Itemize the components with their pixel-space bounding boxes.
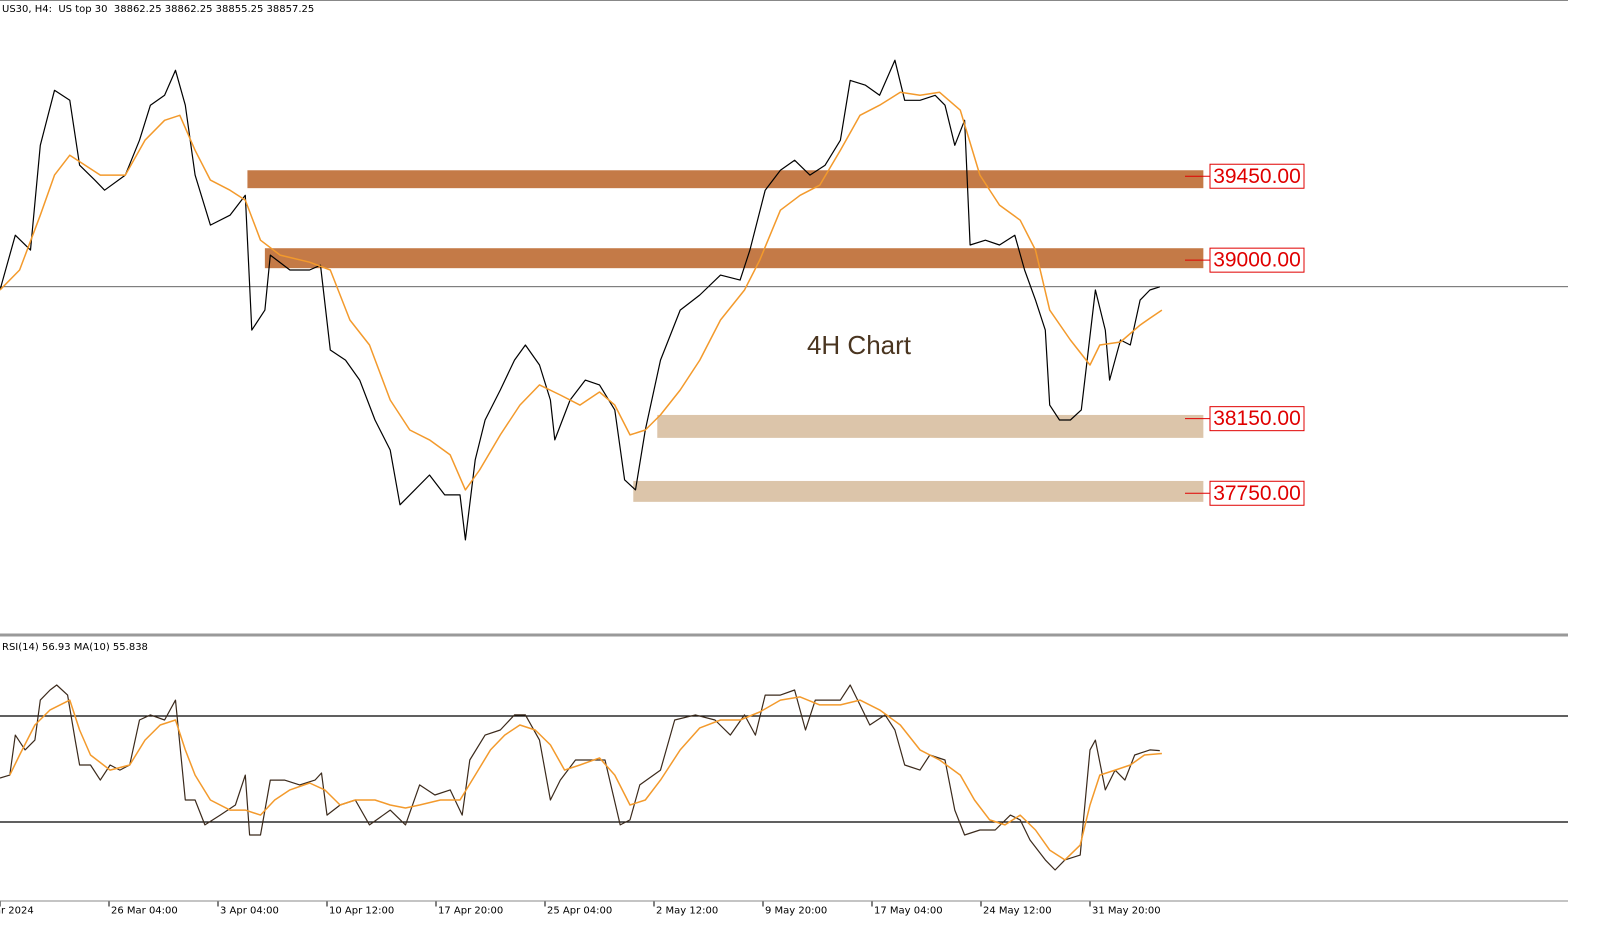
x-tick-label: 18 Mar 2024 bbox=[0, 906, 34, 917]
x-tick-label: 10 Apr 12:00 bbox=[329, 906, 394, 917]
series-line bbox=[0, 684, 1160, 871]
series-line bbox=[0, 59, 1160, 541]
x-tick-label: 17 May 04:00 bbox=[874, 906, 943, 917]
x-tick-label: 26 Mar 04:00 bbox=[111, 906, 178, 917]
chart-title: US30, H4: US top 30 38862.25 38862.25 38… bbox=[2, 4, 314, 15]
zone bbox=[657, 414, 1204, 438]
x-tick-label: 3 Apr 04:00 bbox=[220, 906, 279, 917]
x-tick-label: 9 May 20:00 bbox=[765, 906, 827, 917]
x-tick-label: 31 May 20:00 bbox=[1092, 906, 1161, 917]
zone bbox=[247, 170, 1204, 189]
zone-label-box bbox=[1209, 247, 1305, 273]
zone-label: 39000.00 bbox=[1213, 249, 1301, 272]
zone-label-box bbox=[1209, 480, 1305, 506]
x-tick-label: 17 Apr 20:00 bbox=[438, 906, 503, 917]
zone-label: 39450.00 bbox=[1213, 165, 1301, 188]
zone-label: 37750.00 bbox=[1213, 482, 1301, 505]
zone bbox=[633, 480, 1204, 502]
rsi-title: RSI(14) 56.93 MA(10) 55.838 bbox=[2, 642, 148, 653]
series-line bbox=[9, 696, 1162, 861]
x-tick-label: 24 May 12:00 bbox=[983, 906, 1052, 917]
zone-label-box bbox=[1209, 163, 1305, 189]
series-line bbox=[0, 91, 1163, 491]
x-tick-label: 25 Apr 04:00 bbox=[547, 906, 612, 917]
zone-label-box bbox=[1209, 406, 1305, 432]
zone-label: 38150.00 bbox=[1213, 407, 1301, 430]
annotation: 4H Chart bbox=[807, 330, 912, 360]
zone bbox=[264, 248, 1204, 269]
x-tick-label: 2 May 12:00 bbox=[656, 906, 718, 917]
